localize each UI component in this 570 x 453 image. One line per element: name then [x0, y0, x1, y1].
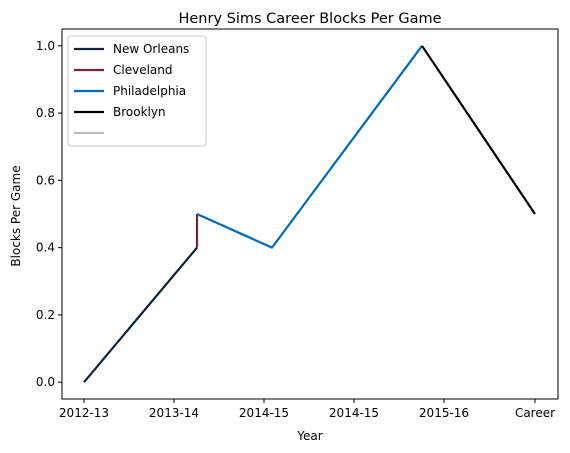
y-tick-label: 1.0: [36, 39, 55, 53]
y-tick-label: 0.8: [36, 106, 55, 120]
series-line-philadelphia: [196, 45, 423, 249]
x-tick-label: 2015-16: [419, 406, 469, 420]
x-axis-label: Year: [296, 429, 322, 443]
x-tick-label: Career: [515, 406, 555, 420]
legend-box: [67, 35, 207, 147]
y-tick-label: 0.2: [36, 308, 55, 322]
legend-label: New Orleans: [113, 42, 189, 56]
series-line-brooklyn: [421, 45, 536, 215]
legend: New Orleans Cleveland Philadelphia Brooklyn: [67, 35, 207, 147]
plot-lines: [83, 45, 536, 383]
x-tick-label: 2014-15: [329, 406, 379, 420]
y-axis-label: Blocks Per Game: [9, 165, 23, 266]
legend-label: Cleveland: [113, 63, 173, 77]
y-tick-label: 0.0: [36, 375, 55, 389]
y-tick-label: 0.4: [36, 241, 55, 255]
legend-label: Philadelphia: [113, 84, 186, 98]
x-tick-label: 2013-14: [149, 406, 199, 420]
x-tick-label: 2012-13: [59, 406, 109, 420]
axis-ticks: 0.0 0.2 0.4 0.6 0.8 1.0 2012-13 2013-14 2014-15 2…: [36, 39, 555, 420]
y-tick-label: 0.6: [36, 173, 55, 187]
plot-frame: [61, 28, 559, 400]
chart-title: Henry Sims Career Blocks Per Game: [178, 11, 441, 27]
legend-label: Brooklyn: [113, 105, 166, 119]
x-tick-label: 2014-15: [239, 406, 289, 420]
series-line-new-orleans: [83, 246, 198, 383]
